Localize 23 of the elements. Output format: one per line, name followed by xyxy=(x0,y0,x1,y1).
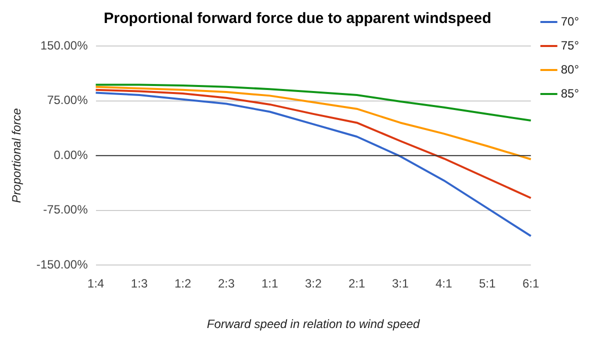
x-tick-label: 1:3 xyxy=(130,276,148,291)
y-tick-label: 0.00% xyxy=(54,148,88,162)
x-tick-label: 1:1 xyxy=(261,276,278,291)
y-tick-label: -150.00% xyxy=(36,258,88,272)
chart-title: Proportional forward force due to apparent windspeed xyxy=(104,10,492,28)
x-tick-label: 4:1 xyxy=(435,276,452,291)
legend-label: 80° xyxy=(560,62,580,76)
x-tick-label: 1:2 xyxy=(174,276,192,291)
y-tick-label: -75.00% xyxy=(43,202,88,217)
x-tick-label: 2:3 xyxy=(218,276,235,291)
y-tick-label: 150.00% xyxy=(40,38,88,52)
x-axis-title: Forward speed in relation to wind speed xyxy=(206,317,420,332)
x-tick-label: 6:1 xyxy=(522,276,540,291)
x-tick-label: 5:1 xyxy=(479,276,496,291)
x-tick-label: 3:2 xyxy=(304,276,322,291)
legend-label: 70° xyxy=(560,14,580,28)
x-tick-label: 1:4 xyxy=(87,276,104,291)
y-axis-title: Proportional force xyxy=(10,108,24,203)
y-tick-label: 75.00% xyxy=(47,93,88,108)
legend-label: 75° xyxy=(560,38,580,52)
legend-label: 85° xyxy=(560,86,580,100)
x-tick-label: 2:1 xyxy=(348,276,366,291)
x-tick-label: 3:1 xyxy=(392,276,409,291)
